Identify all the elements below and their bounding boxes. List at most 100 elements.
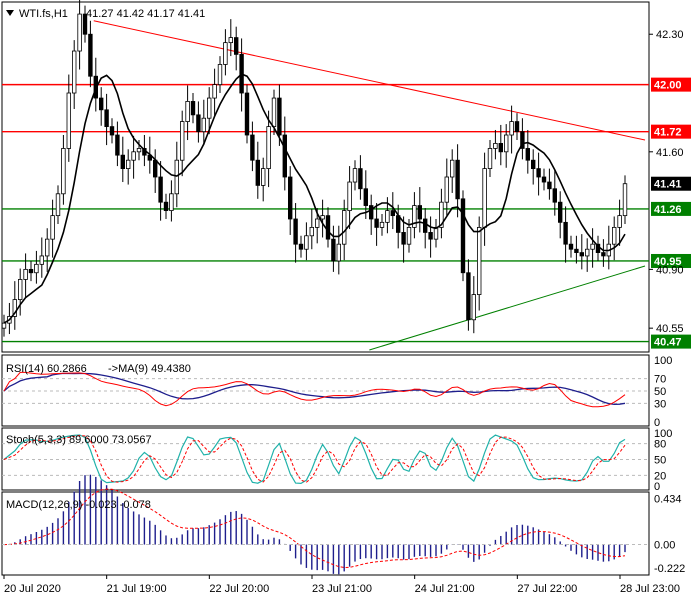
candle-bull xyxy=(136,148,142,153)
candle-bear xyxy=(563,221,568,245)
x-tick-label: 20 Jul 2020 xyxy=(4,583,61,595)
rsi-line xyxy=(3,371,626,408)
stoch-tick-label: 100 xyxy=(654,428,672,440)
candle-bull xyxy=(476,226,482,295)
symbol-menu-icon[interactable] xyxy=(6,10,14,16)
candle-bull xyxy=(304,235,309,250)
candle-bear xyxy=(601,252,606,257)
candle-bull xyxy=(61,148,66,195)
candle-bull xyxy=(336,243,341,262)
candle-bear xyxy=(158,176,163,203)
x-tick-label: 21 Jul 19:00 xyxy=(107,583,167,595)
candle-bear xyxy=(422,218,428,233)
macd-tick-label: 0.00 xyxy=(654,540,675,552)
level-tag xyxy=(651,253,691,268)
x-tick-label: 24 Jul 21:00 xyxy=(415,583,475,595)
candle-bull xyxy=(228,37,233,44)
candle-bear xyxy=(395,215,401,233)
candle-bear xyxy=(233,37,239,55)
candle-bear xyxy=(255,159,260,186)
candle-bull xyxy=(487,148,493,170)
x-tick-label: 27 Jul 22:00 xyxy=(517,583,577,595)
candle-bear xyxy=(541,176,547,183)
candle-bull xyxy=(131,151,136,161)
candle-bear xyxy=(520,131,525,149)
candle-bear xyxy=(368,205,374,220)
candle-bear xyxy=(190,101,196,116)
current-price-label: 41.41 xyxy=(654,179,682,191)
candle-bull xyxy=(169,193,174,211)
rsi-tick-label: 70 xyxy=(654,374,666,386)
candle-bear xyxy=(298,243,304,250)
y-tick-label: 40.90 xyxy=(656,264,684,276)
candle-bear xyxy=(277,97,282,136)
candle-bull xyxy=(493,143,498,149)
candle-bear xyxy=(558,201,563,223)
candle-bull xyxy=(72,50,77,94)
stoch-label: Stoch(5,3,3) 89.6000 73.0567 xyxy=(6,434,152,446)
macd-layer xyxy=(2,474,649,575)
candle-bull xyxy=(347,181,352,211)
candle-bull xyxy=(412,205,417,228)
candle-bear xyxy=(531,159,536,170)
candle-bull xyxy=(66,92,71,149)
candle-bull xyxy=(320,215,325,220)
candle-bear xyxy=(82,13,88,35)
candle-bear xyxy=(547,181,552,190)
macd-tick-label: -0.222 xyxy=(654,563,685,575)
candle-bull xyxy=(260,168,266,186)
candle-bull xyxy=(471,294,476,321)
candle-bear xyxy=(455,159,460,200)
stoch-tick-label: 50 xyxy=(654,455,666,467)
candle-bull xyxy=(585,248,590,257)
candle-bear xyxy=(109,126,115,136)
candle-bull xyxy=(622,183,628,217)
macd-label: MACD(12,26,9) -0.023 -0.078 xyxy=(6,499,151,511)
candle-bull xyxy=(23,268,28,280)
candle-bear xyxy=(282,134,287,178)
candle-bear xyxy=(120,154,125,170)
level-tag xyxy=(651,201,691,216)
candle-bear xyxy=(374,218,379,228)
candle-bull xyxy=(17,279,23,301)
current-price-tag xyxy=(651,176,691,191)
candle-bull xyxy=(444,176,449,203)
candle-bear xyxy=(115,134,120,156)
candle-bull xyxy=(55,193,61,217)
symbol-label: WTI.fs,H1 xyxy=(19,8,68,20)
candle-bear xyxy=(498,143,503,153)
candle-bull xyxy=(503,134,509,153)
candle-bear xyxy=(28,268,34,274)
level-tag-label: 42.00 xyxy=(654,80,682,92)
stoch-layer xyxy=(2,434,649,485)
candle-bull xyxy=(271,97,277,128)
candle-bear xyxy=(325,215,331,240)
candle-bear xyxy=(390,210,395,217)
candle-bull xyxy=(482,168,487,228)
candle-bear xyxy=(466,272,471,321)
candle-bear xyxy=(152,159,158,178)
candle-bear xyxy=(417,205,422,220)
level-tag-label: 41.26 xyxy=(654,204,682,216)
candle-bear xyxy=(428,232,433,240)
moving-average-line xyxy=(3,73,626,324)
y-tick-label: 40.55 xyxy=(656,323,684,335)
candle-bull xyxy=(266,126,271,170)
candle-bull xyxy=(509,121,514,136)
candle-bear xyxy=(514,121,520,133)
candle-bull xyxy=(12,299,17,317)
candle-bull xyxy=(126,159,131,170)
candle-bear xyxy=(293,218,298,245)
rsi-label: RSI(14) 60.2866 xyxy=(6,363,87,375)
rsi-tick-label: 0 xyxy=(654,417,660,429)
candle-bear xyxy=(460,198,466,274)
rsi-tick-label: 30 xyxy=(654,398,666,410)
candle-bear xyxy=(104,109,109,128)
candle-bear xyxy=(536,168,541,178)
candle-bull xyxy=(449,159,455,178)
level-tag xyxy=(651,334,691,349)
candle-bull xyxy=(309,226,314,237)
price-pane-frame xyxy=(1,1,650,353)
